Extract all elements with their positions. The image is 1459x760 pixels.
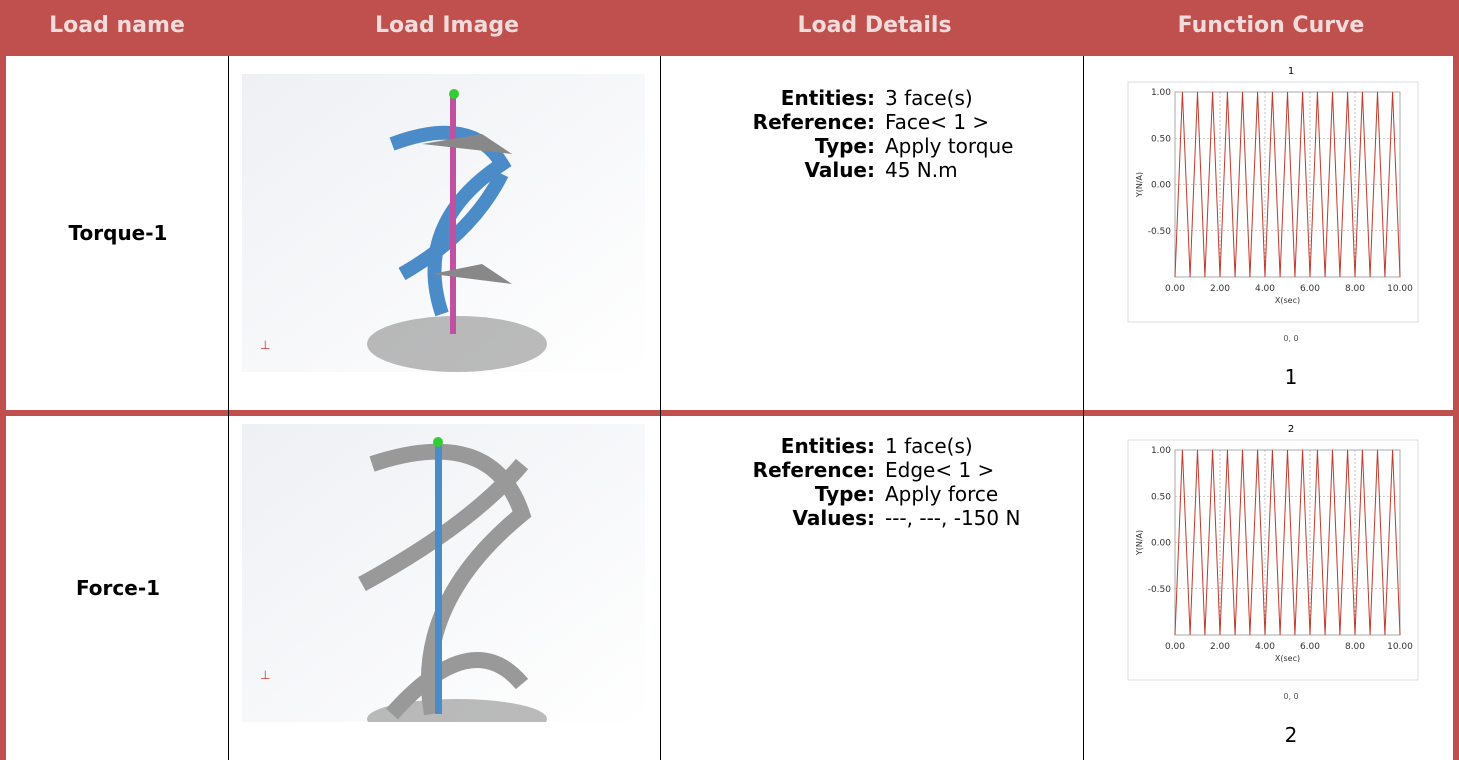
column-border [1453, 0, 1459, 760]
x-tick-label: 8.00 [1345, 642, 1365, 652]
chart-frame [1127, 439, 1419, 681]
x-tick-label: 6.00 [1300, 284, 1320, 294]
function-curve: 10.00 2.00 4.00 6.00 8.00 10.001.000.500.00-0… [1127, 66, 1419, 389]
x-tick-label: 0.00 [1165, 642, 1185, 652]
y-tick-label: -0.50 [1148, 585, 1172, 595]
detail-label: Values: [792, 506, 875, 530]
row-border [0, 50, 1459, 56]
detail-label: Entities: [780, 86, 875, 110]
x-tick-label: 8.00 [1345, 284, 1365, 294]
detail-label: Type: [814, 482, 875, 506]
load-name: Force-1 [75, 576, 161, 600]
chart-title: 2 [1288, 424, 1294, 435]
caption: 1 [1285, 365, 1298, 389]
curve-line [1174, 91, 1401, 278]
detail-value: Apply torque [885, 134, 1014, 158]
detail-value: ---, ---, -150 N [885, 506, 1021, 530]
row-border [0, 410, 1459, 416]
function-curve: 2 0.00 2.00 4.00 6.00 8.00 10.00 1.00 0.50 0.00 -0… [1127, 424, 1419, 747]
x-tick-label: 10.00 [1387, 642, 1413, 652]
y-axis-label: Y(N/A) [1135, 172, 1144, 198]
chart-footer: 0, 0 [1283, 692, 1298, 701]
detail-label: Value: [804, 158, 875, 182]
detail-label: Reference: [752, 110, 875, 134]
detail-value: Edge< 1 > [885, 458, 995, 482]
detail-value: 3 face(s) [885, 86, 973, 110]
header-cell: Function Curve [1089, 0, 1453, 50]
load-name: Torque-1 [68, 221, 168, 245]
x-tick-label: 2.00 [1210, 642, 1230, 652]
cell-border [660, 56, 661, 760]
x-tick-label: 2.00 [1210, 284, 1230, 294]
detail-value: Apply force [885, 482, 999, 506]
y-tick-label: 0.00 [1151, 539, 1171, 549]
x-axis-label: X(sec) [1275, 654, 1300, 663]
column-border [660, 0, 666, 56]
detail-label: Entities: [780, 434, 875, 458]
cell-border [1083, 56, 1084, 760]
detail-value: 45 N.m [885, 158, 958, 182]
load-details: Entities: 3 face(s) Reference: Face< 1 > Typ… [690, 86, 1070, 182]
chart-title: 1 [1288, 66, 1294, 77]
x-tick-label: 4.00 [1255, 642, 1275, 652]
column-border [228, 0, 234, 56]
header-cell: Load Image [234, 0, 660, 50]
svg-text:⊥: ⊥ [260, 668, 270, 682]
load-image: ⊥ [242, 74, 645, 372]
y-axis-label: Y(N/A) [1135, 530, 1144, 556]
cell-border [228, 56, 229, 760]
y-tick-label: 0.50 [1151, 134, 1171, 144]
detail-value: Face< 1 > [885, 110, 990, 134]
detail-value: 1 face(s) [885, 434, 973, 458]
y-tick-label: -0.50 [1148, 227, 1172, 237]
caption: 2 [1285, 723, 1298, 747]
x-tick-label: 6.00 [1300, 642, 1320, 652]
y-tick-label: 1.00 [1151, 88, 1171, 98]
y-tick-label: 0.00 [1151, 181, 1171, 191]
x-tick-label: 0.00 [1165, 284, 1185, 294]
detail-label: Type: [814, 134, 875, 158]
x-tick-label: 10.00 [1387, 284, 1413, 294]
y-tick-label: 1.00 [1151, 446, 1171, 456]
load-details: Entities: 1 face(s) Reference: Edge< 1 > Typ… [690, 434, 1070, 530]
chart-frame [1127, 81, 1419, 323]
svg-text:⊥: ⊥ [260, 338, 270, 352]
header-cell: Load Details [666, 0, 1083, 50]
chart-footer: 0, 0 [1283, 334, 1298, 343]
x-tick-label: 4.00 [1255, 284, 1275, 294]
column-border [0, 0, 6, 760]
load-image: ⊥ [242, 424, 645, 722]
detail-label: Reference: [752, 458, 875, 482]
curve-line [1174, 449, 1401, 636]
column-border [1083, 0, 1089, 56]
x-axis-label: X(sec) [1275, 296, 1300, 305]
y-tick-label: 0.50 [1151, 492, 1171, 502]
header-cell: Load name [6, 0, 228, 50]
